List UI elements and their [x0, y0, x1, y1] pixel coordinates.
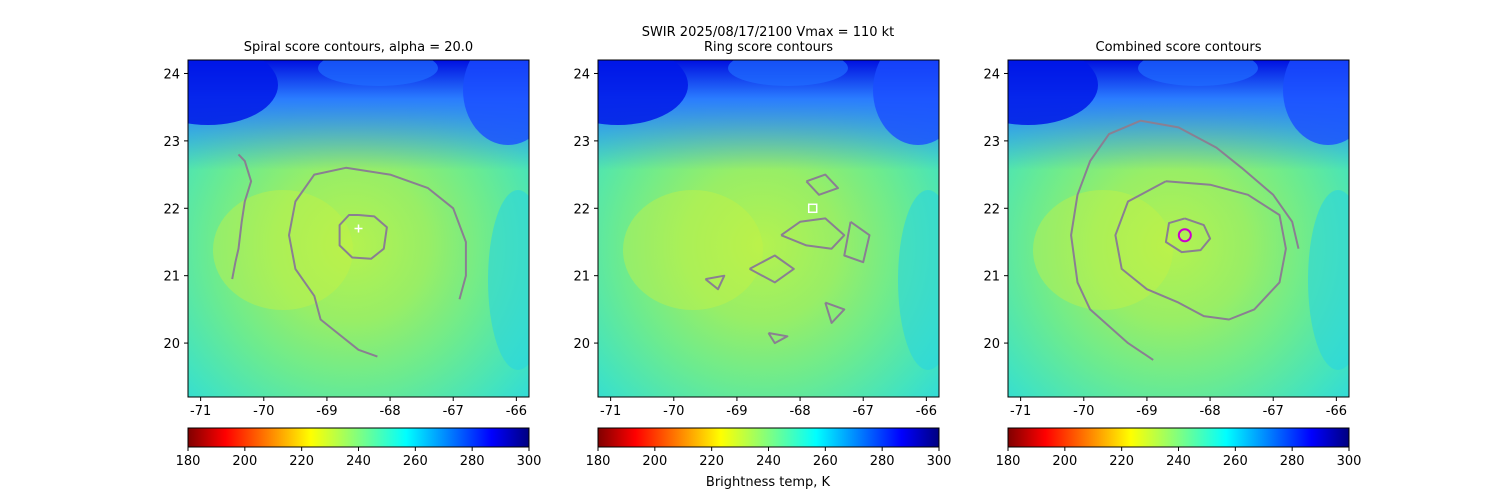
colorbar-tick-label: 260 — [1223, 454, 1248, 469]
contour-line — [749, 254, 795, 284]
contour-line — [824, 301, 846, 324]
colorbar-tick-label: 280 — [870, 454, 895, 469]
contour-line — [805, 173, 839, 196]
colorbar — [1007, 427, 1350, 448]
x-tick-label: -68 — [789, 404, 810, 419]
x-tick-label: -67 — [853, 404, 874, 419]
colorbar-tick-label: 260 — [813, 454, 838, 469]
figure-suptitle: SWIR 2025/08/17/2100 Vmax = 110 kt — [642, 25, 895, 40]
x-tick-label: -67 — [1263, 404, 1284, 419]
y-tick-label: 21 — [573, 270, 590, 285]
panel-title: Spiral score contours, alpha = 20.0 — [244, 40, 473, 55]
colorbar-tick-label: 200 — [232, 454, 257, 469]
colorbar-tick-label: 200 — [1052, 454, 1077, 469]
x-tick-label: -71 — [190, 404, 211, 419]
center-marker — [354, 224, 363, 233]
panel-3: Combined score contours -71 -70 -69 -68 -67 -6… — [983, 40, 1362, 469]
colorbar-tick-label: 240 — [756, 454, 781, 469]
contour-line — [780, 217, 846, 250]
x-tick-label: -66 — [916, 404, 937, 419]
colorbar-tick-label: 200 — [642, 454, 667, 469]
colorbar-tick-label: 220 — [699, 454, 724, 469]
x-tick-label: -67 — [443, 404, 464, 419]
y-tick-label: 21 — [163, 270, 180, 285]
brightness-map — [188, 60, 529, 397]
contour-line — [338, 214, 388, 260]
panel-2: Ring score contours -71 -70 -69 -68 -67 -66 20 2… — [573, 40, 952, 469]
y-tick-label: 21 — [983, 270, 1000, 285]
y-tick-label: 24 — [573, 67, 590, 82]
y-tick-label: 23 — [163, 135, 180, 150]
panel-title: Combined score contours — [1096, 40, 1262, 55]
axes-frame — [187, 59, 530, 398]
colorbar-tick-label: 280 — [1280, 454, 1305, 469]
x-tick-label: -69 — [726, 404, 747, 419]
contour-line — [767, 332, 789, 345]
x-tick-label: -66 — [1326, 404, 1347, 419]
x-tick-label: -71 — [1010, 404, 1031, 419]
axes-frame — [597, 59, 940, 398]
brightness-map — [1008, 60, 1349, 397]
colorbar-tick-label: 240 — [346, 454, 371, 469]
x-tick-label: -69 — [1136, 404, 1157, 419]
colorbar-tick-label: 220 — [1109, 454, 1134, 469]
colorbar-tick-label: 180 — [176, 454, 201, 469]
colorbar-tick-label: 300 — [517, 454, 542, 469]
x-tick-label: -70 — [1073, 404, 1094, 419]
x-tick-label: -69 — [316, 404, 337, 419]
y-tick-label: 24 — [983, 67, 1000, 82]
x-tick-label: -68 — [379, 404, 400, 419]
x-tick-label: -71 — [600, 404, 621, 419]
contour-line — [1070, 119, 1300, 361]
colorbar-tick-label: 240 — [1166, 454, 1191, 469]
colorbar-tick-label: 300 — [927, 454, 952, 469]
colorbar-tick-label: 280 — [460, 454, 485, 469]
y-tick-label: 22 — [573, 202, 590, 217]
x-tick-label: -68 — [1199, 404, 1220, 419]
contour-line — [843, 220, 871, 264]
contour-line — [1114, 180, 1287, 321]
contour-line — [704, 274, 726, 291]
y-tick-label: 23 — [983, 135, 1000, 150]
y-tick-label: 23 — [573, 135, 590, 150]
x-tick-label: -70 — [663, 404, 684, 419]
panel-title: Ring score contours — [704, 40, 833, 55]
y-tick-label: 24 — [163, 67, 180, 82]
brightness-map — [598, 60, 939, 397]
y-tick-label: 20 — [163, 337, 180, 352]
colorbar-tick-label: 180 — [586, 454, 611, 469]
x-tick-label: -70 — [253, 404, 274, 419]
colorbar-tick-label: 260 — [403, 454, 428, 469]
y-tick-label: 20 — [573, 337, 590, 352]
colorbar-tick-label: 180 — [996, 454, 1021, 469]
panel-1: Spiral score contours, alpha = 20.0 -71 -7… — [163, 40, 542, 469]
axes-frame — [1007, 59, 1350, 398]
contour-line — [1164, 217, 1212, 254]
x-tick-label: -66 — [506, 404, 527, 419]
contour-line — [288, 166, 467, 358]
center-marker — [1177, 228, 1192, 243]
colorbar-tick-label: 220 — [289, 454, 314, 469]
colorbar-tick-label: 300 — [1337, 454, 1362, 469]
y-tick-label: 22 — [983, 202, 1000, 217]
contour-line — [231, 153, 253, 280]
y-tick-label: 20 — [983, 337, 1000, 352]
colorbar — [187, 427, 530, 448]
y-tick-label: 22 — [163, 202, 180, 217]
colorbar — [597, 427, 940, 448]
center-marker — [807, 203, 818, 214]
colorbar-label: Brightness temp, K — [706, 475, 831, 490]
